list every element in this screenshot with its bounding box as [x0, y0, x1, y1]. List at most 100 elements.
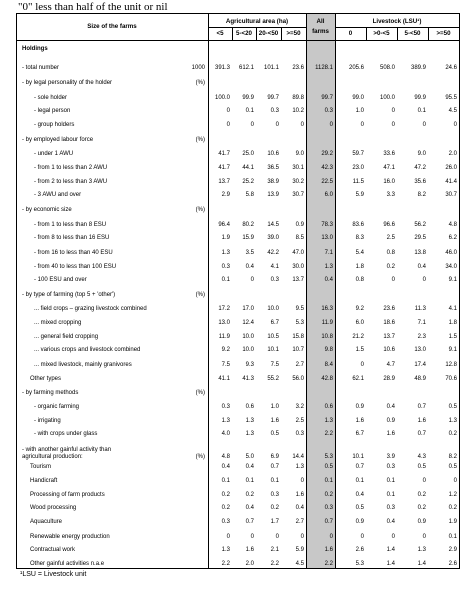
all-farms-cell: 1.3 — [324, 264, 333, 270]
table-cell: 44.1 — [242, 165, 254, 171]
table-cell: 0.3 — [295, 431, 304, 437]
header-bottom-rule — [16, 40, 460, 41]
agri-col-header: 20-<50 — [258, 30, 279, 37]
row-label: - by farming methods — [22, 390, 79, 396]
table-cell: 14.5 — [267, 222, 279, 228]
table-cell: 70.6 — [445, 376, 457, 382]
table-cell: 389.9 — [410, 65, 426, 71]
column-rule — [306, 14, 307, 569]
row-label: - 100 ESU and over — [34, 277, 87, 283]
table-cell: 1.8 — [448, 320, 457, 326]
table-cell: 41.7 — [218, 165, 230, 171]
table-cell: 5.8 — [245, 192, 254, 198]
table-cell: 17.4 — [414, 362, 426, 368]
table-cell: 1.9 — [221, 235, 230, 241]
table-cell: 2.7 — [295, 362, 304, 368]
table-cell: 2.1 — [270, 547, 279, 553]
table-cell: 0.5 — [448, 464, 457, 470]
table-cell: 3.2 — [295, 404, 304, 410]
livestock-header: Livestock (LSU¹) — [372, 18, 422, 25]
all-farms-cell: 0.2 — [324, 492, 333, 498]
table-cell: 6.7 — [270, 320, 279, 326]
row-unit: 1000 — [191, 65, 205, 71]
table-cell: 13.7 — [383, 334, 395, 340]
table-cell: 508.0 — [379, 65, 395, 71]
table-cell: 5.9 — [295, 547, 304, 553]
table-cell: 10.7 — [292, 347, 304, 353]
table-cell: 0.3 — [221, 519, 230, 525]
table-cell: 1.5 — [448, 334, 457, 340]
table-cell: 0.2 — [386, 264, 395, 270]
table-cell: 8.3 — [355, 235, 364, 241]
table-cell: 35.6 — [414, 179, 426, 185]
table-cell: 1.4 — [386, 561, 395, 567]
table-cell: 0.3 — [386, 464, 395, 470]
table-cell: 9.2 — [355, 306, 364, 312]
table-cell: 0.3 — [221, 404, 230, 410]
all-farms-cell: 16.3 — [321, 306, 333, 312]
table-cell: 0.4 — [245, 505, 254, 511]
table-cell: 9.3 — [245, 362, 254, 368]
row-label: - by type of farming (top 5 + 'other') — [22, 292, 116, 298]
column-rule — [232, 28, 233, 40]
table-cell: 2.0 — [245, 561, 254, 567]
table-cell: 24.6 — [445, 65, 457, 71]
table-cell: 41.1 — [218, 376, 230, 382]
table-cell: 21.2 — [352, 334, 364, 340]
table-cell: 4.8 — [221, 454, 230, 460]
table-cell: 7.1 — [417, 320, 426, 326]
table-cell: 0.1 — [245, 108, 254, 114]
table-cell: 0 — [250, 534, 254, 540]
table-cell: 2.6 — [448, 561, 457, 567]
table-cell: 1.3 — [221, 250, 230, 256]
table-cell: 1.6 — [245, 547, 254, 553]
lsu-col-header: >0-<5 — [373, 30, 390, 37]
table-cell: 0.7 — [245, 519, 254, 525]
column-rule — [208, 14, 209, 569]
table-cell: 1.6 — [355, 418, 364, 424]
table-cell: 25.2 — [242, 179, 254, 185]
row-unit: (%) — [195, 454, 205, 460]
column-rule — [256, 28, 257, 40]
table-cell: 55.2 — [267, 376, 279, 382]
table-cell: 15.8 — [292, 334, 304, 340]
all-farms-cell: 0.6 — [324, 404, 333, 410]
all-farms-cell: 0 — [329, 534, 333, 540]
table-cell: 4.8 — [448, 222, 457, 228]
table-cell: 0 — [391, 277, 395, 283]
table-cell: 1.5 — [355, 347, 364, 353]
table-cell: 0 — [453, 478, 457, 484]
table-cell: 34.0 — [445, 264, 457, 270]
table-cell: 13.7 — [292, 277, 304, 283]
row-label: - irrigating — [34, 418, 61, 424]
table-cell: 8.2 — [448, 454, 457, 460]
row-label: Renewable energy production — [30, 534, 110, 540]
table-cell: 16.0 — [383, 179, 395, 185]
all-farms-cell: 0.1 — [324, 478, 333, 484]
table-cell: 0.2 — [417, 492, 426, 498]
table-cell: 4.3 — [417, 454, 426, 460]
table-cell: 0.2 — [270, 505, 279, 511]
table-cell: 0.7 — [417, 431, 426, 437]
table-cell: 0.2 — [221, 492, 230, 498]
table-cell: 5.9 — [355, 192, 364, 198]
table-cell: 12.8 — [445, 362, 457, 368]
all-farms-cell: 0.4 — [324, 277, 333, 283]
table-cell: 0 — [300, 122, 304, 128]
table-cell: 36.5 — [267, 165, 279, 171]
table-cell: 0.9 — [417, 519, 426, 525]
column-rule — [366, 28, 367, 40]
table-cell: 0.1 — [386, 478, 395, 484]
table-cell: 100.0 — [214, 95, 230, 101]
table-cell: 4.7 — [386, 362, 395, 368]
table-cell: 2.0 — [448, 151, 457, 157]
row-label: - with another gainful activity than — [22, 447, 112, 453]
all-farms-cell: 1.6 — [324, 547, 333, 553]
table-cell: 1.3 — [295, 464, 304, 470]
table-cell: 0 — [391, 108, 395, 114]
all-farms-cell: 6.0 — [324, 192, 333, 198]
table-cell: 0 — [275, 122, 279, 128]
table-cell: 0.8 — [355, 277, 364, 283]
table-cell: 30.0 — [292, 264, 304, 270]
table-cell: 0.2 — [221, 505, 230, 511]
